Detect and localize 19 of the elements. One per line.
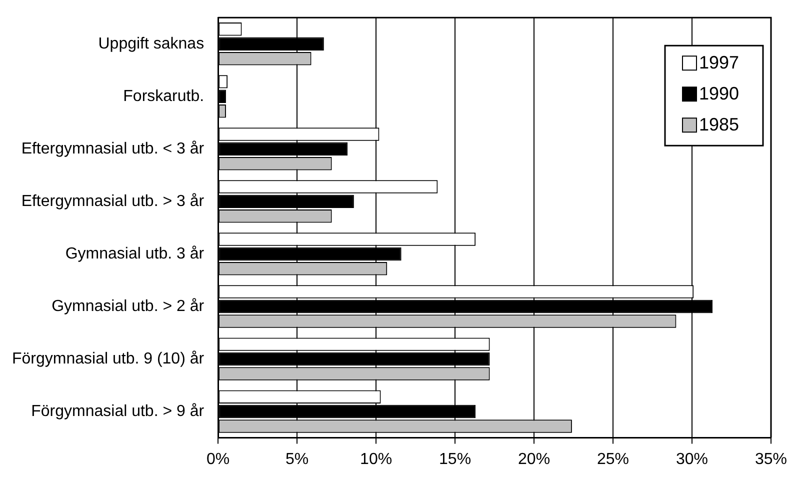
x-tick-label: 35% <box>754 450 788 468</box>
legend-label: 1997 <box>699 52 740 73</box>
x-tick-label: 0% <box>206 450 230 468</box>
y-tick-label: Uppgift saknas <box>98 35 204 52</box>
y-tick-label: Eftergymnasial utb. < 3 år <box>21 140 205 158</box>
y-tick-label: Forskarutb. <box>123 88 204 105</box>
y-tick-label: Gymnasial utb. 3 år <box>65 245 205 262</box>
y-tick-label: Förgymnasial utb. > 9 år <box>31 402 205 420</box>
x-tick-label: 30% <box>676 450 708 468</box>
x-tick-label: 15% <box>439 450 472 468</box>
x-tick-label: 10% <box>360 450 392 468</box>
y-tick-label: Gymnasial utb. > 2 år <box>52 298 205 315</box>
legend-label: 1990 <box>699 84 740 104</box>
x-tick-label: 25% <box>597 450 630 468</box>
x-tick-label: 5% <box>286 450 309 468</box>
x-tick-label: 20% <box>518 450 550 468</box>
y-tick-label: Eftergymnasial utb. > 3 år <box>21 192 205 210</box>
y-tick-label: Förgymnasial utb. 9 (10) år <box>12 350 205 368</box>
legend-label: 1985 <box>699 114 740 135</box>
